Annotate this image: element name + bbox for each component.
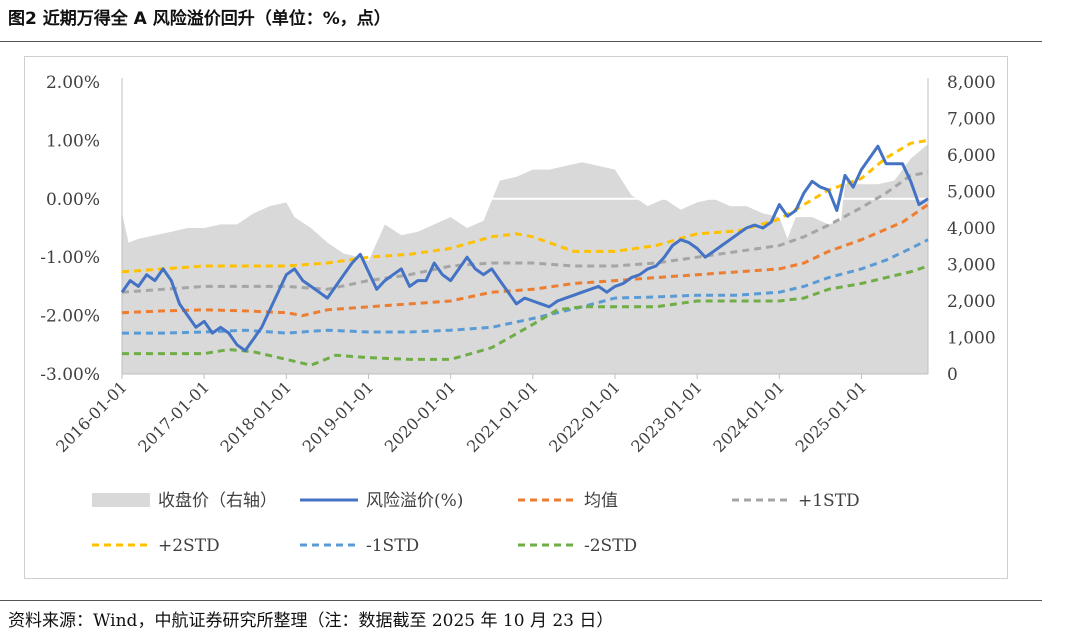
- legend-label: 收盘价（右轴）: [158, 491, 277, 511]
- y-right-tick-label: 2,000: [947, 292, 996, 312]
- x-tick-label: 2017-01-01: [134, 377, 213, 456]
- legend-label: 均值: [584, 491, 618, 511]
- legend-label: -2STD: [584, 536, 637, 556]
- x-tick-label: 2024-01-01: [709, 377, 788, 456]
- risk-premium-chart: 2.00% 1.00% 0.00% -1.00% -2.00% -3.00% 8,000 7,…: [40, 73, 996, 556]
- top-rule: [0, 41, 1042, 42]
- x-tick-label: 2016-01-01: [52, 377, 131, 456]
- legend-swatch-area: [92, 493, 150, 507]
- legend-label: +2STD: [158, 536, 220, 556]
- index-area: [122, 144, 928, 374]
- y-right-tick-label: 7,000: [947, 110, 996, 130]
- x-tick-label: 2018-01-01: [216, 377, 295, 456]
- source-note: 资料来源：Wind，中航证券研究所整理（注：数据截至 2025 年 10 月 2…: [8, 611, 614, 631]
- legend-label: +1STD: [798, 491, 860, 511]
- risk-premium-line: [120, 144, 929, 353]
- y-right-tick-label: 3,000: [947, 256, 996, 276]
- y-right-tick-label: 8,000: [947, 73, 996, 93]
- y-right-tick-label: 4,000: [947, 219, 996, 239]
- y-right-tick-label: 0: [947, 365, 958, 385]
- y-left-tick-label: 1.00%: [46, 131, 100, 151]
- chart-frame: [24, 56, 1008, 579]
- x-tick-label: 2022-01-01: [545, 377, 624, 456]
- minus1std-line: [122, 238, 929, 335]
- y-left-tick-label: 2.00%: [46, 73, 100, 93]
- y-right-tick-label: 5,000: [947, 183, 996, 203]
- x-tick-label: 2021-01-01: [463, 377, 542, 456]
- legend-label: 风险溢价(%): [366, 491, 463, 511]
- y-left-tick-label: 0.00%: [46, 190, 100, 210]
- x-tick-label: 2019-01-01: [299, 377, 378, 456]
- x-tick-label: 2023-01-01: [627, 377, 706, 456]
- x-tick-label: 2025-01-01: [792, 377, 871, 456]
- plus1std-line: [121, 171, 929, 294]
- y-left-tick-label: -1.00%: [40, 248, 100, 268]
- y-right-tick-label: 6,000: [947, 146, 996, 166]
- plus2std-line: [121, 138, 929, 274]
- legend-label: -1STD: [366, 536, 419, 556]
- mean-line: [121, 203, 929, 318]
- bottom-rule: [0, 600, 1042, 601]
- x-tick-label: 2020-01-01: [381, 377, 460, 456]
- y-left-tick-label: -2.00%: [40, 307, 100, 327]
- y-left-tick-label: -3.00%: [40, 365, 100, 385]
- minus2std-line: [122, 264, 929, 367]
- figure-title: 图2 近期万得全 A 风险溢价回升（单位：%，点）: [8, 9, 391, 29]
- y-right-tick-label: 1,000: [947, 329, 996, 349]
